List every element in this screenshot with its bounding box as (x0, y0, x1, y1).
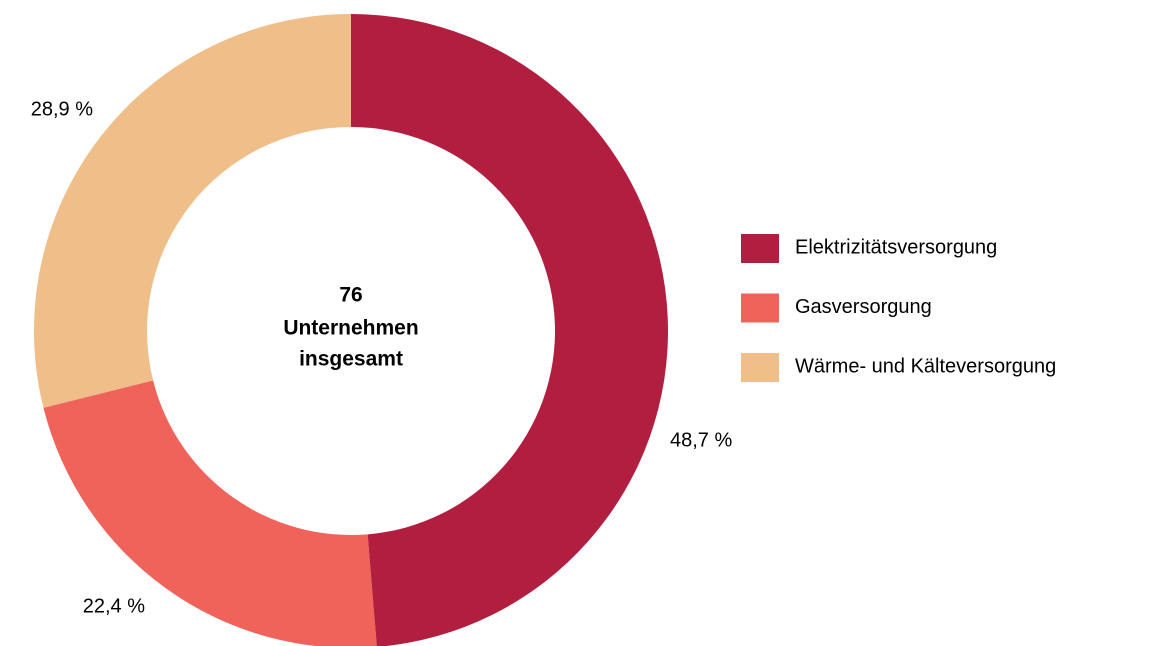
donut-segment (43, 380, 377, 646)
donut-segment (33, 14, 351, 408)
legend-label: Gasversorgung (795, 296, 932, 318)
legend-swatch (741, 353, 779, 382)
legend-swatch (741, 234, 779, 263)
donut-segment (351, 14, 668, 646)
center-total: 76 (339, 284, 362, 307)
legend-swatch (741, 293, 779, 323)
legend-label: Wärme- und Kälteversorgung (795, 355, 1056, 377)
legend-label: Elektrizitätsversorgung (795, 236, 997, 258)
data-label: 28,9 % (31, 98, 93, 120)
data-label: 48,7 % (670, 429, 732, 451)
center-text: insgesamt (299, 348, 403, 371)
data-label: 22,4 % (83, 595, 145, 617)
center-text: Unternehmen (283, 317, 418, 340)
